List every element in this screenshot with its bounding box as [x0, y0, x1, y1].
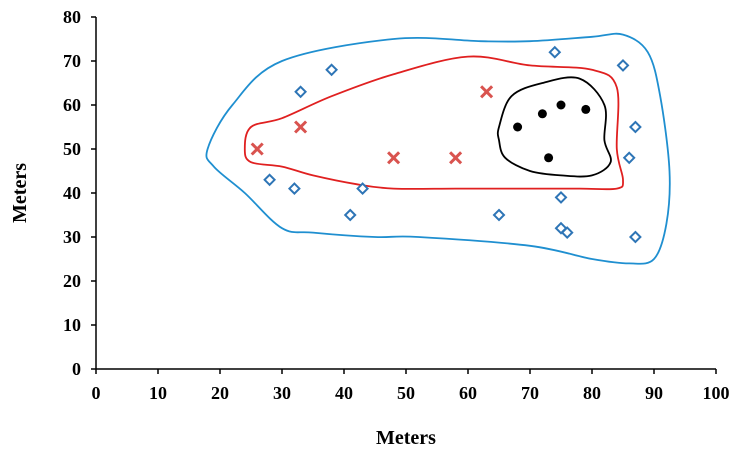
diamond-point	[550, 47, 560, 57]
x-tick-label: 20	[211, 383, 229, 403]
diamond-point	[296, 87, 306, 97]
x-point	[295, 122, 306, 133]
diamond-point	[618, 60, 628, 70]
y-axis-label: Meters	[9, 163, 31, 223]
x-point	[481, 86, 492, 97]
diamond-point	[289, 184, 299, 194]
y-tick-label: 20	[63, 271, 81, 291]
circle-point	[581, 105, 590, 114]
y-tick-label: 40	[63, 183, 81, 203]
x-tick-label: 80	[583, 383, 601, 403]
y-tick-labels: 0 10 20 30 40 50 60 70 80	[63, 7, 96, 379]
circle-point	[513, 123, 522, 132]
y-tick-label: 0	[72, 359, 81, 379]
y-tick-label: 50	[63, 139, 81, 159]
x-tick-label: 100	[703, 383, 730, 403]
y-tick-label: 10	[63, 315, 81, 335]
diamond-point	[630, 232, 640, 242]
x-tick-label: 0	[92, 383, 101, 403]
x-tick-label: 90	[645, 383, 663, 403]
x-point	[388, 152, 399, 163]
x-point	[450, 152, 461, 163]
circle-point	[557, 101, 566, 110]
x-tick-label: 50	[397, 383, 415, 403]
y-tick-label: 70	[63, 51, 81, 71]
y-tick-label: 60	[63, 95, 81, 115]
diamond-point	[624, 153, 634, 163]
data-points	[252, 47, 641, 242]
x-tick-label: 30	[273, 383, 291, 403]
contour-line	[206, 34, 669, 264]
x-axis-label: Meters	[376, 427, 436, 449]
diamond-point	[630, 122, 640, 132]
x-tick-label: 60	[459, 383, 477, 403]
x-tick-label: 70	[521, 383, 539, 403]
diamond-point	[556, 192, 566, 202]
x-tick-labels: 0 10 20 30 40 50 60 70 80 90 100	[92, 369, 730, 403]
y-tick-label: 80	[63, 7, 81, 27]
circle-point	[544, 153, 553, 162]
x-point	[252, 144, 263, 155]
diamond-point	[265, 175, 275, 185]
diamond-point	[345, 210, 355, 220]
contour-line	[245, 56, 623, 189]
y-tick-label: 30	[63, 227, 81, 247]
x-tick-label: 40	[335, 383, 353, 403]
diamond-point	[494, 210, 504, 220]
contour-lines	[206, 34, 669, 264]
diamond-point	[327, 65, 337, 75]
x-tick-label: 10	[149, 383, 167, 403]
circle-point	[538, 109, 547, 118]
